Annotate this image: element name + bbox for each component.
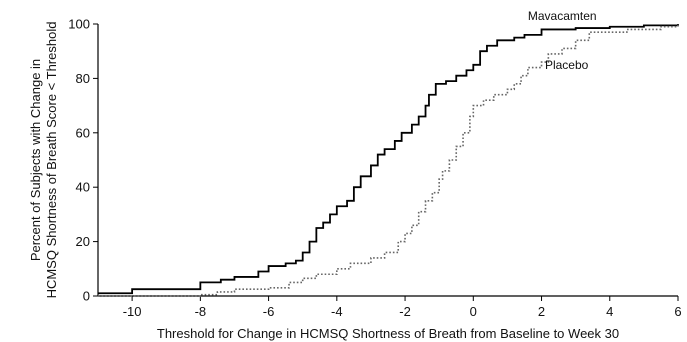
y-axis-title-line: HCMSQ Shortness of Breath Score < Thresh… [44, 22, 59, 299]
series-layer [97, 23, 679, 297]
series-label-mavacamten: Mavacamten [528, 9, 597, 23]
y-axis-title-line: Percent of Subjects with Change in [28, 59, 43, 261]
y-tick-label: 20 [76, 234, 90, 249]
y-tick-label: 0 [83, 289, 90, 304]
x-tick-label: 0 [470, 304, 477, 319]
series-line-mavacamten [98, 24, 679, 295]
x-tick-label: 6 [674, 304, 681, 319]
x-axis-title: Threshold for Change in HCMSQ Shortness … [157, 326, 619, 341]
x-tick-label: -8 [195, 304, 207, 319]
x-tick-label: -2 [399, 304, 411, 319]
y-tick-label: 40 [76, 180, 90, 195]
x-tick-label: 2 [538, 304, 545, 319]
y-tick-label: 80 [76, 71, 90, 86]
x-tick-label: 4 [606, 304, 613, 319]
y-tick-label: 60 [76, 125, 90, 140]
x-tick-label: -4 [331, 304, 343, 319]
series-line-placebo [98, 24, 679, 297]
x-tick-label: -10 [123, 304, 142, 319]
labels-layer: Mavacamten Placebo [528, 9, 597, 72]
axes: 0 20 40 60 80 100 -10 -8 -6 -4 -2 0 2 4 6 Threshold for… [28, 17, 682, 342]
x-tick-label: -6 [263, 304, 275, 319]
y-tick-label: 100 [68, 17, 90, 32]
series-label-placebo: Placebo [545, 58, 589, 72]
